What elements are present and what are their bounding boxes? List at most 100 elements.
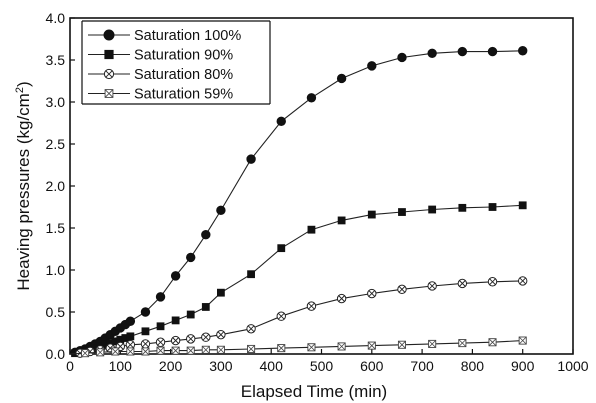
data-point-filled-circle (367, 61, 377, 71)
data-point-square-x (216, 345, 225, 354)
data-point-filled-square (91, 344, 100, 353)
data-point-filled-circle (103, 29, 115, 41)
data-point-circle-x (216, 329, 226, 340)
data-point-square-x (518, 336, 527, 345)
data-point-filled-circle (201, 230, 211, 240)
data-point-filled-circle (518, 46, 528, 56)
data-point-filled-circle (457, 46, 468, 57)
data-point-circle-x (518, 276, 528, 286)
data-point-square-x (397, 340, 407, 349)
x-tick-label: 600 (360, 358, 384, 374)
series-line (69, 204, 523, 355)
y-tick-label: 2.0 (46, 178, 66, 194)
x-tick-label: 700 (410, 358, 434, 374)
data-point-circle-x (170, 335, 181, 346)
x-tick-label: 0 (66, 358, 74, 374)
legend: Saturation 100% Saturation 90% Saturation … (81, 20, 271, 105)
data-point-circle-x (201, 332, 211, 342)
data-point-circle-x (427, 281, 437, 291)
y-tick-label: 4.0 (46, 10, 66, 26)
legend-label: Saturation 80% (134, 67, 233, 83)
data-point-filled-square (247, 270, 255, 279)
y-tick-label: 2.5 (46, 136, 66, 152)
legend-label: Saturation 59% (134, 87, 233, 103)
y-tick-label: 1.5 (46, 220, 66, 236)
data-point-filled-square (217, 288, 225, 297)
y-tick-label: 3.0 (46, 94, 66, 110)
data-point-square-x (156, 346, 165, 355)
data-point-filled-square (458, 203, 467, 212)
y-axis-label-main: Heaving pressures (kg/cm (14, 93, 33, 290)
data-point-circle-x (186, 334, 196, 344)
data-point-square-x (337, 342, 346, 351)
data-point-filled-circle (336, 73, 347, 84)
data-point-square-x (428, 339, 437, 348)
x-axis-label: Elapsed Time (min) (241, 382, 387, 401)
data-point-filled-square (186, 310, 195, 319)
data-point-filled-circle (216, 205, 226, 216)
data-point-filled-circle (155, 292, 166, 302)
data-point-filled-square (121, 334, 130, 342)
data-point-square-x (307, 343, 316, 352)
x-tick-label: 200 (159, 358, 183, 374)
y-tick-label: 0.0 (46, 346, 66, 362)
series-1 (69, 201, 527, 358)
data-point-filled-square (106, 339, 115, 347)
data-point-square-x (171, 346, 180, 355)
y-tick-label: 3.5 (46, 52, 66, 68)
data-point-filled-square (337, 216, 346, 225)
x-tick-label: 900 (511, 358, 535, 374)
data-point-filled-square (104, 49, 114, 60)
data-point-filled-circle (170, 271, 181, 281)
data-point-circle-x (397, 284, 407, 295)
data-point-filled-square (488, 203, 497, 211)
x-tick-label: 100 (109, 358, 133, 374)
data-point-filled-square (116, 335, 125, 344)
data-point-filled-square (428, 205, 437, 214)
data-point-filled-square (398, 208, 406, 216)
y-axis-ticks: 0.0 0.5 1.0 1.5 2.0 2.5 3.0 3.5 4.0 (46, 10, 75, 362)
series-3 (69, 336, 527, 358)
data-point-circle-x (457, 278, 468, 289)
x-axis-ticks: 0 100 200 300 400 500 600 700 800 900 1000 (66, 349, 589, 374)
data-point-filled-square (307, 225, 316, 234)
y-axis-label: Heaving pressures (kg/cm2) (14, 81, 33, 290)
data-point-filled-square (156, 322, 165, 331)
data-point-filled-circle (306, 93, 317, 103)
data-point-filled-circle (276, 116, 286, 127)
series-line (69, 340, 523, 355)
data-point-filled-square (126, 332, 135, 341)
legend-item: Saturation 80% (88, 67, 233, 83)
data-point-filled-circle (427, 48, 437, 58)
data-point-filled-square (111, 337, 120, 346)
data-point-square-x (141, 347, 150, 356)
data-point-square-x (201, 345, 210, 354)
legend-label: Saturation 90% (134, 48, 233, 64)
data-point-filled-circle (186, 252, 196, 263)
data-point-circle-x (367, 288, 377, 299)
data-point-filled-square (101, 340, 110, 349)
data-point-square-x (488, 338, 497, 347)
data-point-circle-x (276, 311, 286, 321)
data-point-circle-x (155, 337, 166, 347)
data-point-filled-square (518, 201, 527, 210)
data-point-filled-square (201, 303, 210, 311)
data-point-square-x (111, 347, 120, 356)
data-point-filled-square (277, 244, 286, 253)
data-point-filled-circle (487, 46, 498, 57)
legend-item: Saturation 100% (88, 28, 241, 44)
data-point-filled-circle (125, 316, 136, 326)
legend-items: Saturation 100% Saturation 90% Saturation … (88, 28, 241, 103)
legend-item: Saturation 90% (88, 48, 233, 64)
data-point-square-x (104, 89, 114, 98)
data-point-square-x (458, 339, 467, 348)
data-point-square-x (81, 349, 90, 358)
x-tick-label: 300 (209, 358, 233, 374)
data-point-filled-square (141, 327, 150, 336)
y-tick-label: 0.5 (46, 304, 66, 320)
data-point-square-x (186, 346, 195, 355)
data-point-square-x (96, 348, 105, 357)
series-layer (69, 46, 528, 358)
